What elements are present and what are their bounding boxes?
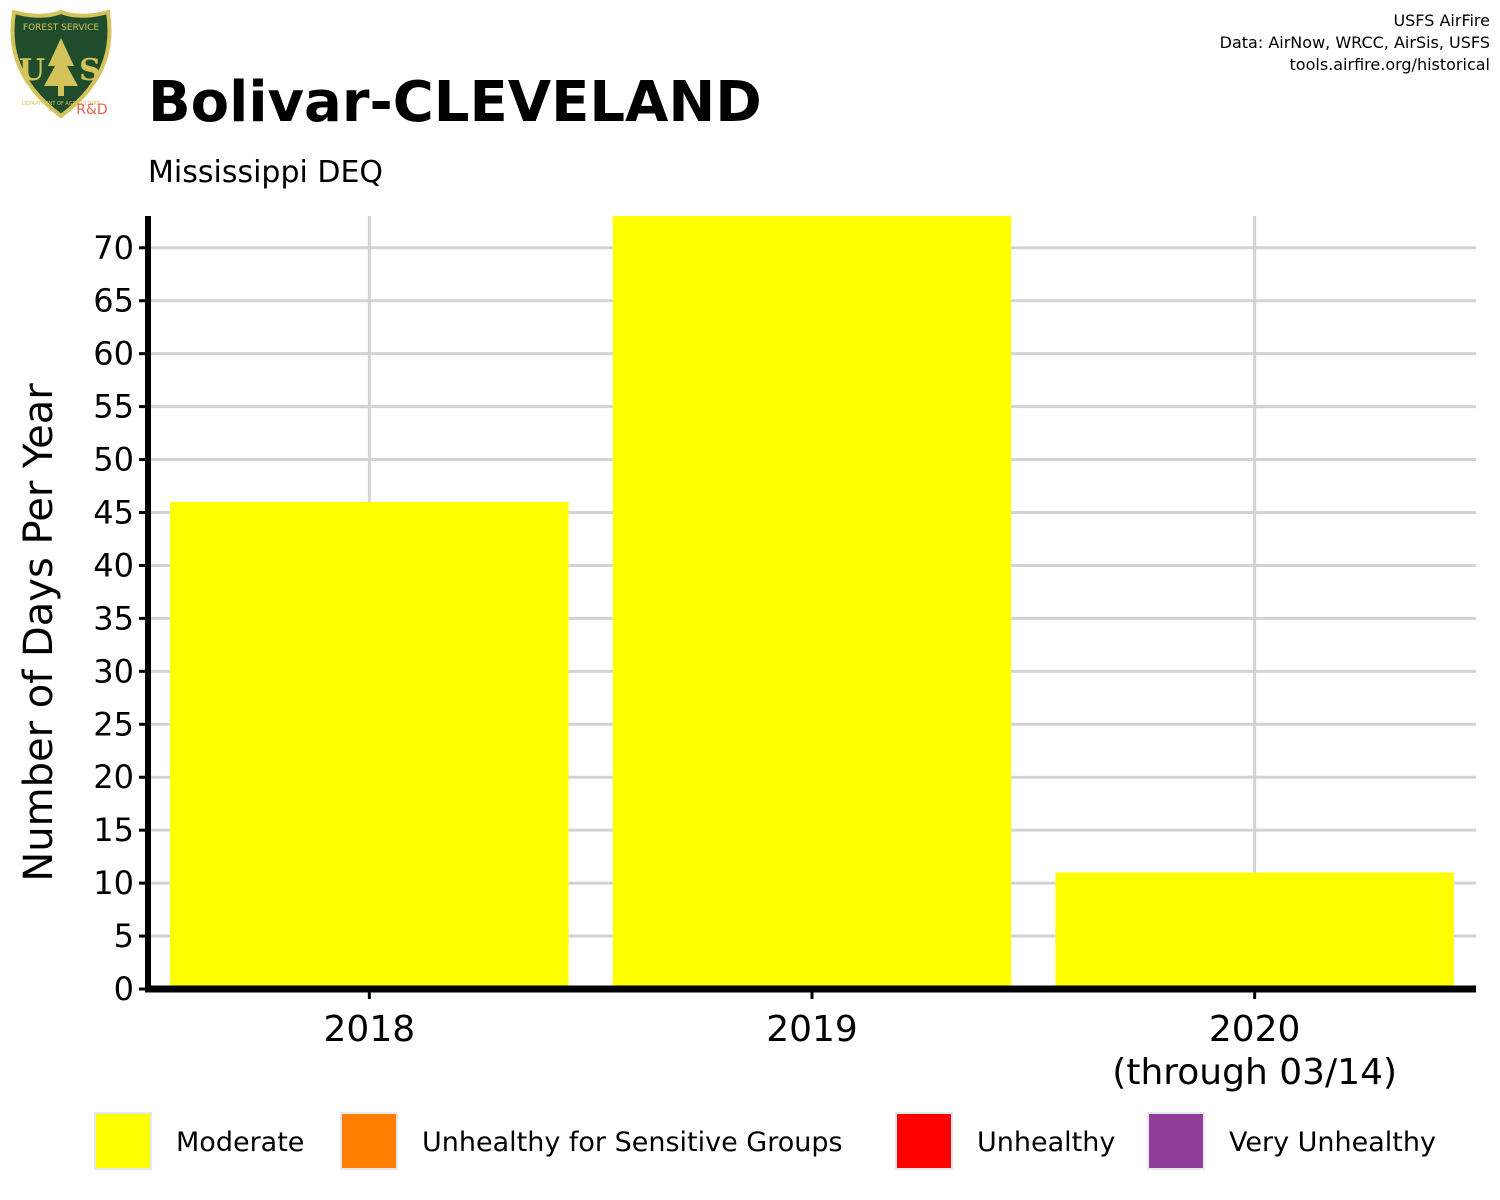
legend-swatch [94,1112,152,1170]
legend-swatch [895,1112,953,1170]
logo-emblem-letter: S [79,53,101,88]
legend-swatch [340,1112,398,1170]
credit-line: USFS AirFire [1393,11,1490,30]
legend-label: Unhealthy [977,1127,1115,1158]
y-tick-label: 30 [93,652,134,690]
y-tick-label: 40 [93,546,134,584]
logo-emblem-text: FOREST SERVICE [23,23,100,33]
bar [1055,872,1454,989]
usfs-shield-icon: FOREST SERVICE U S DEPARTMENT OF AGRICUL… [10,9,112,119]
x-tick-labels: 2018 2019 2020(through 03/14) [324,989,1397,1093]
x-tick-label: 2020 [1209,1009,1301,1050]
chart-title: Bolivar-CLEVELAND [148,70,762,135]
x-tick-label: 2018 [324,1009,416,1050]
credits: USFS AirFire Data: AirNow, WRCC, AirSis,… [1220,10,1490,76]
bars [170,216,1454,989]
y-tick-label: 60 [93,335,134,373]
credit-line: Data: AirNow, WRCC, AirSis, USFS [1219,33,1490,52]
bar [612,216,1012,989]
y-tick-label: 25 [93,705,134,743]
y-tick-label: 5 [114,917,134,955]
logo-emblem-text: DEPARTMENT OF AGRICULTURE [22,101,100,107]
y-tick-label: 55 [93,388,134,426]
y-tick-label: 70 [93,229,134,267]
legend-label: Unhealthy for Sensitive Groups [422,1127,843,1158]
legend-swatch [1147,1112,1205,1170]
y-tick-label: 15 [93,811,134,849]
logo-emblem-letter: U [19,53,45,88]
y-tick-label: 20 [93,758,134,796]
y-tick-label: 35 [93,599,134,637]
credit-line: tools.airfire.org/historical [1289,55,1490,74]
y-tick-label: 10 [93,864,134,902]
logo-label: R&D [76,102,107,118]
legend: Moderate Unhealthy for Sensitive Groups Un… [94,1112,1436,1170]
x-tick-label: 2019 [766,1009,858,1050]
y-axis-title: Number of Days Per Year [16,383,62,882]
bar [170,501,569,989]
y-tick-label: 0 [114,970,134,1008]
x-tick-sublabel: (through 03/14) [1112,1052,1397,1093]
legend-label: Moderate [176,1127,304,1158]
legend-label: Very Unhealthy [1229,1127,1436,1158]
y-tick-label: 45 [93,493,134,531]
y-tick-label: 65 [93,282,134,320]
y-tick-label: 50 [93,441,134,479]
chart-subtitle: Mississippi DEQ [148,155,384,190]
tick-labels: 0 5 10 15 20 25 30 35 40 45 50 55 60 65 70 [93,229,148,1008]
